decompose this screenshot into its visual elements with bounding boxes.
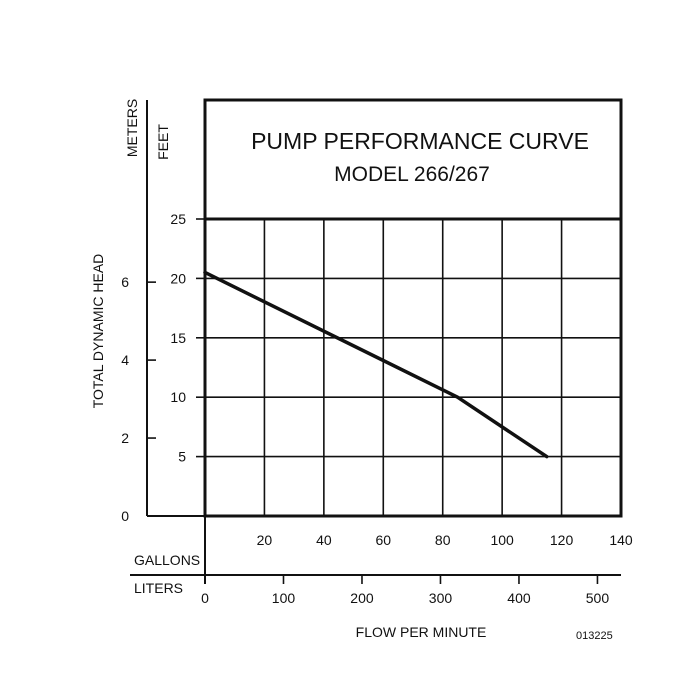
feet-tick-label: 5 <box>178 449 186 465</box>
gallons-tick-label: 80 <box>435 532 451 548</box>
liters-tick-label: 400 <box>507 590 531 606</box>
figure-code: 013225 <box>576 630 613 642</box>
feet-tick-label: 25 <box>170 211 186 227</box>
performance-curve <box>203 270 549 459</box>
meters-tick-label: 2 <box>121 430 129 446</box>
chart-title: PUMP PERFORMANCE CURVE <box>251 128 589 154</box>
gallons-tick-label: 120 <box>550 532 574 548</box>
gallons-axis-label: GALLONS <box>134 552 200 568</box>
feet-axis-label: FEET <box>155 124 171 160</box>
liters-tick-label: 100 <box>272 590 296 606</box>
y-axis-title: TOTAL DYNAMIC HEAD <box>90 254 106 409</box>
feet-tick-label: 15 <box>170 330 186 346</box>
gallons-tick-label: 60 <box>375 532 391 548</box>
meters-tick-label: 4 <box>121 352 129 368</box>
meters-tick-label: 6 <box>121 274 129 290</box>
feet-tick-label: 10 <box>170 389 186 405</box>
gallons-tick-label: 140 <box>609 532 633 548</box>
meters-tick-label: 0 <box>121 508 129 524</box>
liters-ticks: 0 100 200 300 400 500 <box>201 575 609 606</box>
title-box: PUMP PERFORMANCE CURVE MODEL 266/267 <box>203 98 623 221</box>
meter-ticks: 0 2 4 6 <box>121 274 156 524</box>
gallons-tick-label: 20 <box>257 532 273 548</box>
meters-axis-label: METERS <box>124 99 140 157</box>
plot-grid <box>205 219 621 516</box>
liters-tick-label: 200 <box>350 590 374 606</box>
gallons-ticks: 20 40 60 80 100 120 140 <box>257 532 633 548</box>
meters-axis: METERS <box>124 99 148 516</box>
liters-axis-label: LITERS <box>134 580 183 596</box>
liters-tick-label: 300 <box>429 590 453 606</box>
feet-ticks: 5 10 15 20 25 <box>170 211 205 465</box>
liters-tick-label: 500 <box>586 590 610 606</box>
gallons-tick-label: 100 <box>490 532 514 548</box>
title-box-frame <box>203 98 623 221</box>
liters-tick-label: 0 <box>201 590 209 606</box>
performance-curve-layer <box>203 270 549 459</box>
feet-tick-label: 20 <box>170 270 186 286</box>
gallons-tick-label: 40 <box>316 532 332 548</box>
chart-subtitle: MODEL 266/267 <box>334 163 490 186</box>
x-axis-title: FLOW PER MINUTE <box>356 624 487 640</box>
plot-frame <box>203 217 623 518</box>
